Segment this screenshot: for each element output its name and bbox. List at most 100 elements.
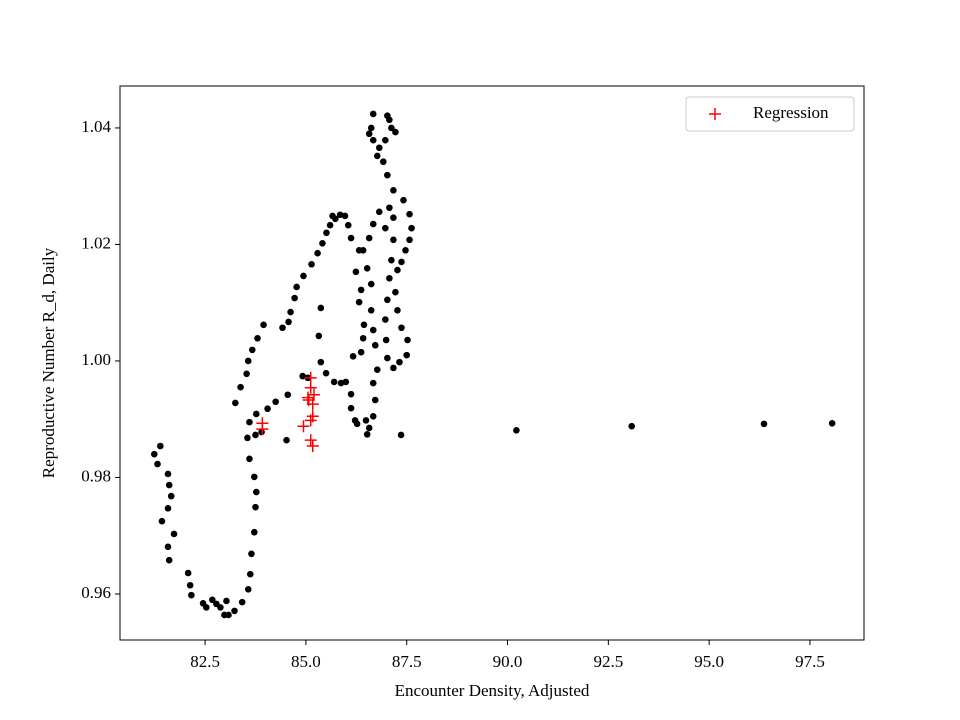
data-point [390,364,397,372]
data-point [402,246,409,254]
plot-area [119,85,865,641]
data-point [373,366,381,373]
data-point [244,357,252,365]
data-point [308,260,315,268]
data-point [287,308,294,316]
data-point [347,390,355,398]
data-point [301,391,314,404]
data-point [202,604,210,611]
data-point [367,124,375,132]
data-point [347,404,355,412]
data-point [628,422,636,430]
x-tick-label: 85.0 [291,652,321,671]
data-point [232,399,239,407]
data-point [314,249,321,257]
data-point [306,440,319,453]
data-point [400,196,407,204]
x-tick-label: 82.5 [190,652,220,671]
data-point [373,152,381,160]
data-point [319,239,326,247]
data-point [390,186,397,194]
data-point [291,294,298,302]
x-tick-label: 87.5 [392,652,422,671]
data-point [260,321,267,329]
data-point [246,570,254,578]
data-point [283,436,290,444]
data-point [317,358,325,366]
data-point [369,379,377,387]
data-point [394,306,401,314]
data-point [382,316,389,323]
data-point [404,336,411,344]
data-point [252,410,260,418]
data-point [355,298,363,306]
data-point [157,442,164,450]
data-point [306,398,319,411]
data-point [369,413,377,420]
data-point [307,388,320,401]
data-point [252,431,259,439]
data-point [158,517,166,525]
data-point [382,336,390,344]
data-point [244,434,251,442]
data-point [256,417,269,430]
data-point [349,353,357,360]
data-point [243,370,250,378]
data-point [164,470,172,478]
data-point [315,332,323,340]
data-point [390,214,397,221]
data-point [388,124,395,132]
data-point [384,112,391,120]
data-point [384,354,391,362]
data-point [396,358,403,366]
data-point [828,419,836,427]
data-point [304,381,317,394]
data-point [363,431,371,438]
data-point [186,581,194,589]
data-point [406,210,413,218]
data-point [184,569,192,577]
x-tick-label: 97.5 [795,652,825,671]
data-point [375,208,383,216]
data-point [150,450,158,458]
data-point [390,236,397,244]
legend-label: Regression [753,103,829,122]
data-point [365,130,373,138]
data-point [188,591,195,599]
data-point [363,265,371,272]
data-point [406,236,413,244]
y-axis-label: Reproductive Number R_d, Daily [39,247,58,478]
data-point [403,351,411,359]
data-point [252,503,259,511]
data-point [217,604,224,611]
data-point [299,372,306,380]
data-point [304,434,317,447]
data-point [244,586,252,593]
data-point [513,426,520,434]
data-point [408,224,415,232]
data-point [369,136,377,144]
data-point [225,611,232,619]
data-point [398,258,405,266]
data-point [398,324,405,332]
data-point [285,318,292,326]
data-point [322,369,330,377]
data-point [371,396,379,404]
data-point [367,280,375,288]
data-point [347,234,355,242]
data-point [392,128,399,136]
data-point [293,283,300,291]
y-tick-label: 1.04 [81,117,111,136]
y-tick-label: 1.00 [81,350,111,369]
data-point [342,378,350,386]
data-point [209,596,216,604]
data-point [365,234,373,242]
data-point [264,405,271,413]
data-point [170,530,178,538]
y-tick-label: 1.02 [81,233,111,252]
y-tick-label: 0.98 [81,466,111,485]
data-point [392,288,399,296]
x-tick-label: 95.0 [694,652,724,671]
data-point [359,246,367,254]
